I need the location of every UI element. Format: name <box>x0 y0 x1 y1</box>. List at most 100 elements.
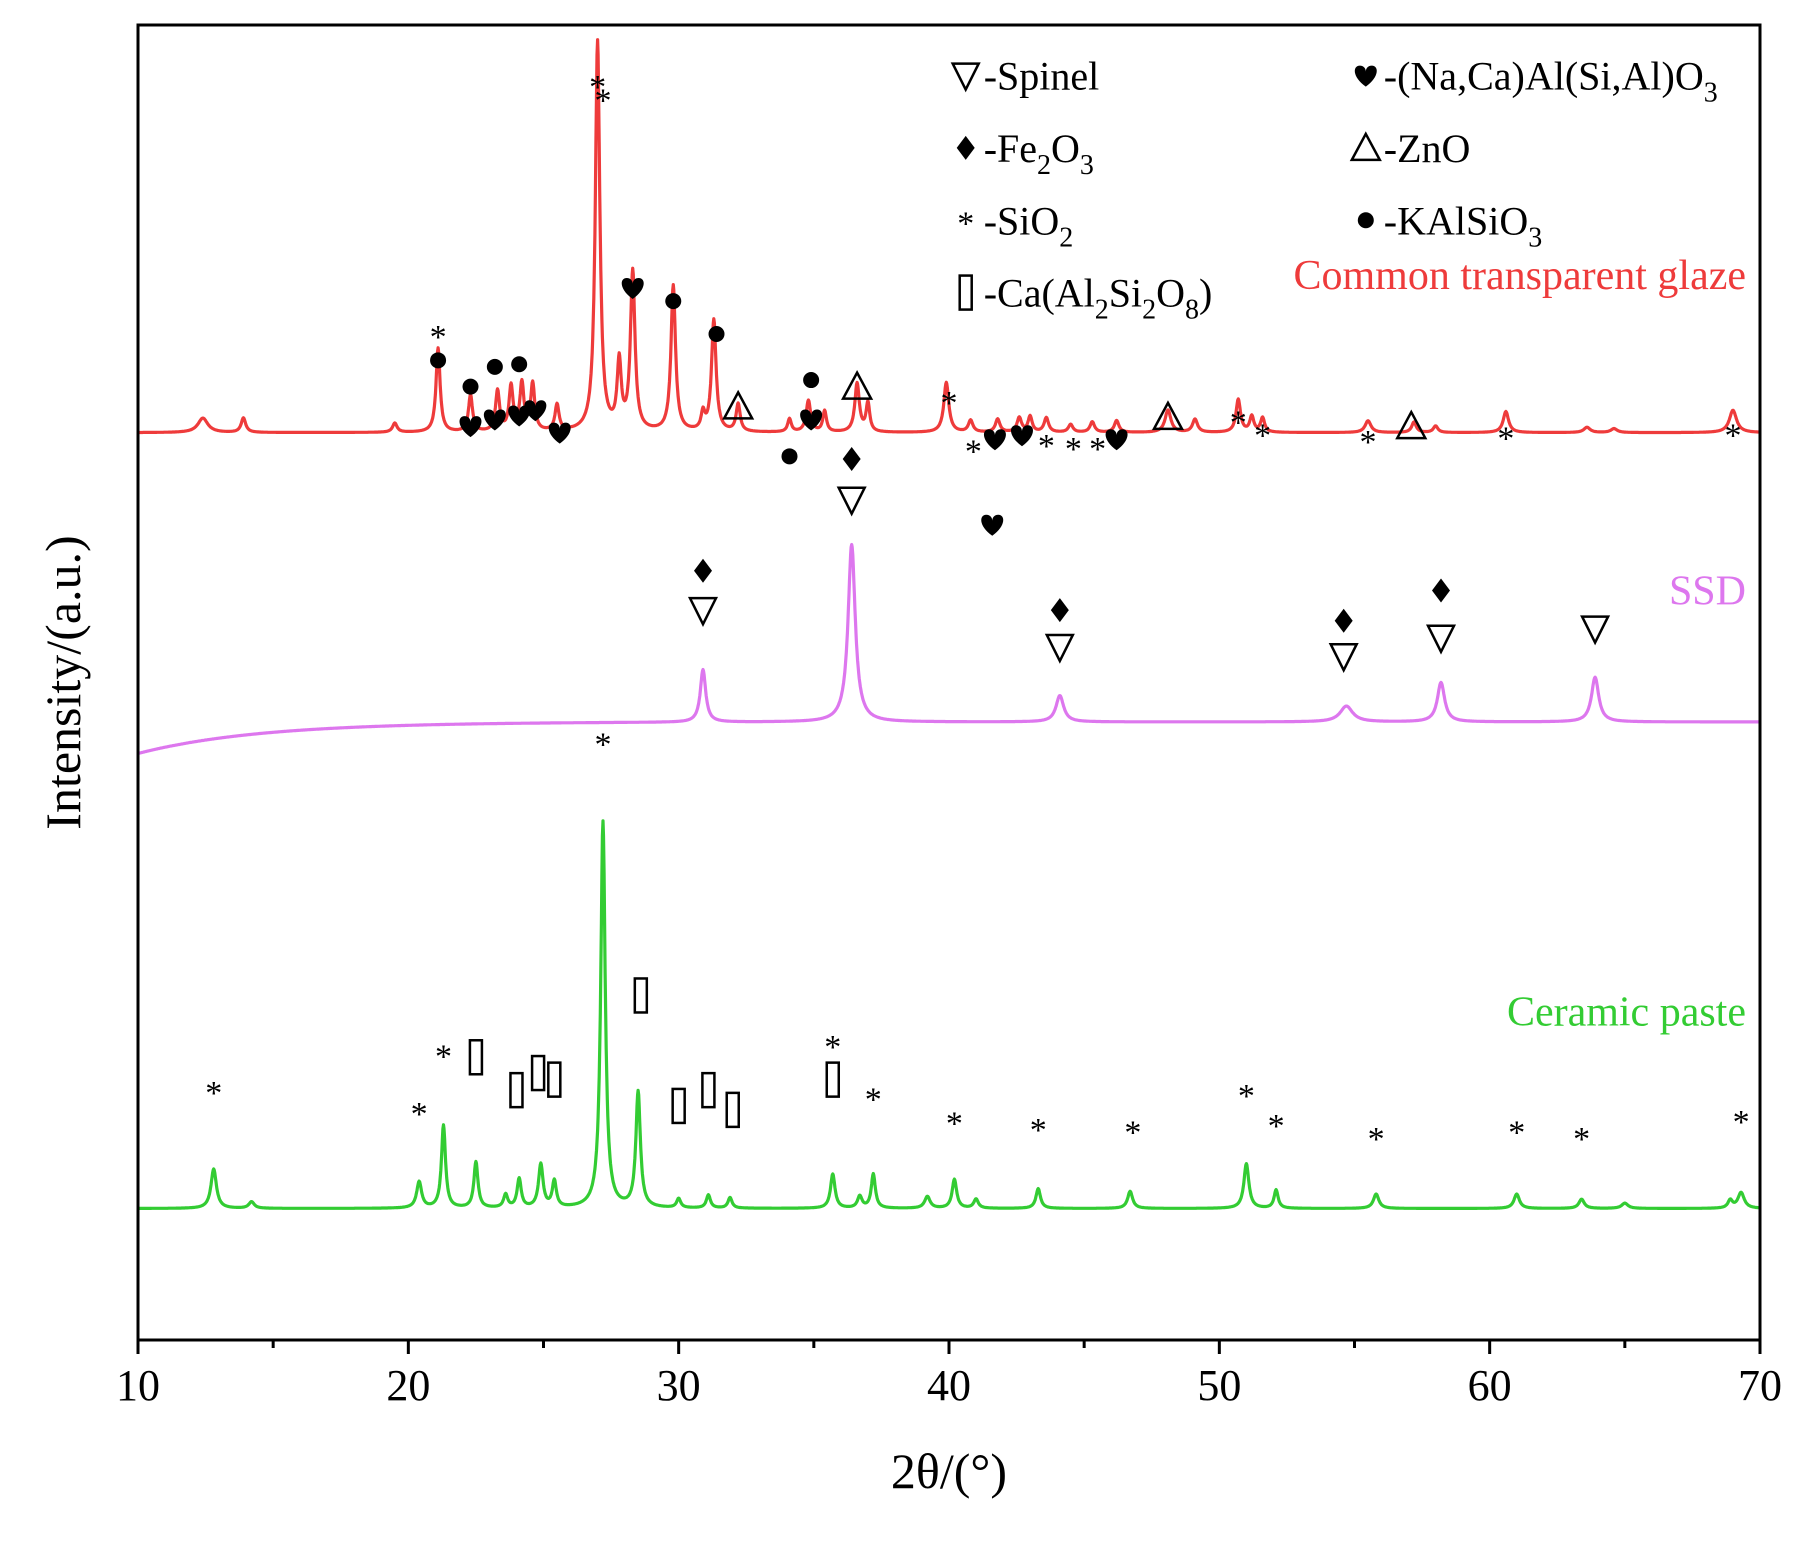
heart-marker <box>981 514 1004 536</box>
star-marker: * <box>1124 1115 1141 1152</box>
legend-item-7: -Ca(Al2Si2O8) <box>958 271 1213 326</box>
star-marker: * <box>1573 1121 1590 1158</box>
star-marker: * <box>1238 1078 1255 1115</box>
heart-marker <box>1354 65 1377 87</box>
diamond-marker <box>1334 608 1353 633</box>
star-marker: * <box>1254 418 1271 455</box>
anorthite-marker <box>530 1054 546 1092</box>
heart-marker <box>983 429 1006 451</box>
x-tick-label: 30 <box>657 1361 701 1410</box>
star-marker: * <box>205 1075 222 1112</box>
anorthite-marker <box>725 1091 740 1129</box>
x-tick-label: 20 <box>386 1361 430 1410</box>
diamond-icon <box>956 135 975 160</box>
dot-marker <box>708 326 725 343</box>
anorthite-marker <box>468 1039 484 1076</box>
dot-icon <box>1357 212 1374 229</box>
diamond-marker <box>1432 578 1451 603</box>
x-tick-label: 70 <box>1738 1361 1782 1410</box>
peak-markers: **** * * ** * * * ********* * *** * * * * <box>205 69 1749 1158</box>
anorthite-marker <box>701 1071 716 1109</box>
star-marker: * <box>1724 418 1741 455</box>
x-tick-label: 40 <box>927 1361 971 1410</box>
series-line-ssd <box>136 542 1762 756</box>
star-marker: * <box>1268 1108 1285 1145</box>
heart-marker <box>800 409 823 431</box>
star-marker: * <box>1038 428 1055 465</box>
anorthite-marker <box>958 274 973 311</box>
star-marker: * <box>430 319 447 356</box>
legend-item-3: -Fe2O3 <box>956 126 1094 181</box>
series-label-2: SSD <box>1669 568 1746 614</box>
zno-marker <box>1151 400 1185 431</box>
zno-marker <box>1349 131 1382 162</box>
star-marker: * <box>594 82 611 119</box>
zno-marker <box>722 389 755 420</box>
spinel-marker <box>950 62 981 93</box>
legend-label: -SiO2 <box>984 198 1074 253</box>
legend-label: -KAlSiO3 <box>1384 198 1542 253</box>
dot-marker <box>430 352 447 369</box>
dot-marker <box>781 448 798 465</box>
legend-label: -ZnO <box>1384 126 1471 171</box>
heart-marker <box>548 422 571 444</box>
star-marker: * <box>1368 1121 1385 1158</box>
series-line-ceramic-paste <box>136 819 1762 1210</box>
anorthite-marker <box>825 1061 841 1098</box>
dot-marker <box>1357 212 1374 229</box>
legend-item-5: * -SiO2 <box>957 198 1073 253</box>
legend-label: -Fe2O3 <box>984 126 1094 181</box>
spinel-marker <box>1425 624 1457 655</box>
star-marker: * <box>941 385 958 422</box>
spinel-marker <box>1580 615 1611 646</box>
heart-marker <box>1011 425 1033 447</box>
star-marker: * <box>824 1029 841 1066</box>
heart-marker <box>524 400 547 422</box>
star-marker: * <box>946 1105 963 1142</box>
heart-marker <box>1105 429 1128 451</box>
star-marker: * <box>1065 431 1082 468</box>
star-marker: * <box>594 727 611 764</box>
star-marker: * <box>865 1082 882 1119</box>
diamond-marker <box>842 446 861 471</box>
star-marker: * <box>411 1096 428 1133</box>
dot-marker <box>665 293 682 310</box>
diamond-marker <box>1050 598 1069 623</box>
anorthite-marker <box>633 977 649 1014</box>
anorthite-marker <box>547 1061 562 1098</box>
x-axis: 10 20 30 40 50 60 70 <box>116 1340 1782 1410</box>
spinel-marker <box>836 486 867 517</box>
star-marker: * <box>1089 431 1106 468</box>
legend-label: -Ca(Al2Si2O8) <box>984 271 1213 326</box>
heart-marker <box>483 409 506 431</box>
anorthite-marker <box>671 1087 686 1125</box>
star-marker: * <box>957 205 974 242</box>
series-label-1: Common transparent glaze <box>1293 253 1746 299</box>
heart-marker <box>508 405 531 427</box>
star-marker: * <box>1030 1112 1047 1149</box>
heart-marker <box>459 416 482 438</box>
spinel-icon <box>950 62 981 93</box>
legend-label: -(Na,Ca)Al(Si,Al)O3 <box>1384 54 1718 109</box>
spinel-marker <box>687 596 719 627</box>
heart-marker <box>621 278 644 299</box>
dot-marker <box>803 372 820 389</box>
diamond-marker <box>693 558 712 583</box>
series-lines <box>136 38 1762 1210</box>
spinel-marker <box>1044 633 1075 664</box>
legend-item-1: -Spinel <box>950 54 1099 99</box>
series-label-3: Ceramic paste <box>1507 989 1746 1035</box>
series-labels: Common transparent glaze SSD Ceramic paste <box>1293 253 1746 1035</box>
legend-item-2: -(Na,Ca)Al(Si,Al)O3 <box>1354 54 1718 109</box>
rect-icon <box>958 274 973 311</box>
star-marker: * <box>1508 1115 1525 1152</box>
star-marker: * <box>1733 1104 1750 1141</box>
x-tick-label: 50 <box>1197 1361 1241 1410</box>
diamond-marker <box>956 135 975 160</box>
star-marker: * <box>1497 420 1514 457</box>
legend-item-6: -KAlSiO3 <box>1357 198 1542 253</box>
delta-icon <box>1349 131 1382 162</box>
spinel-marker <box>1328 642 1359 673</box>
x-tick-label: 60 <box>1468 1361 1512 1410</box>
zno-marker <box>840 369 874 400</box>
